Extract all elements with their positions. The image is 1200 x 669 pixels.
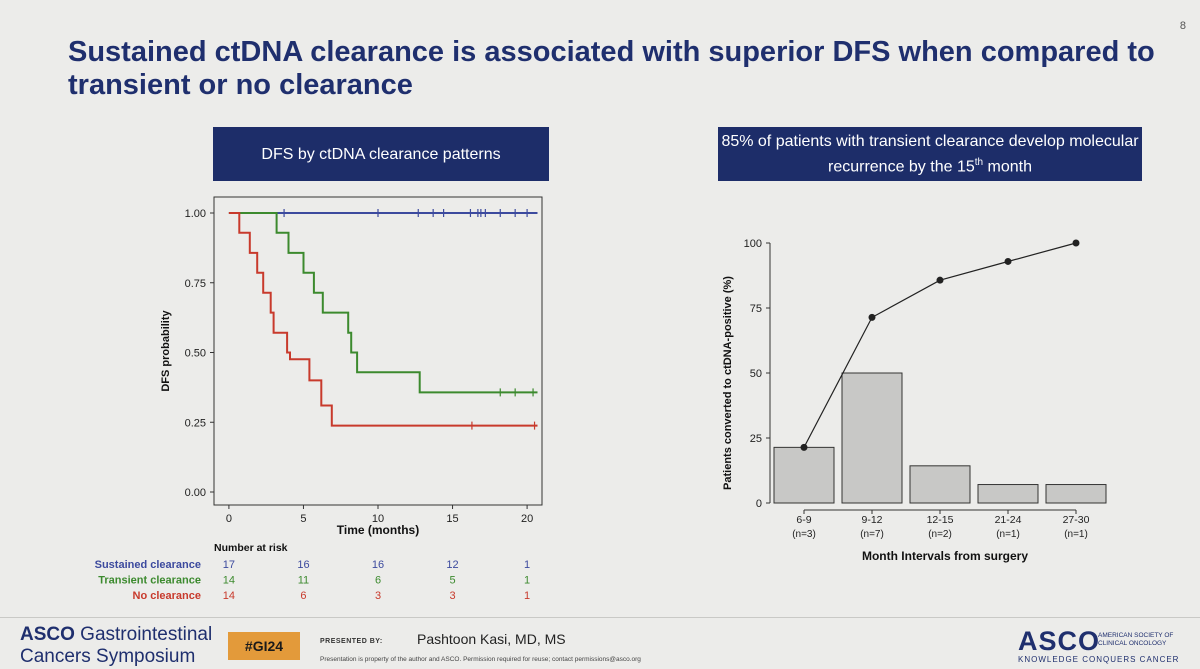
bar-x-tick-n-label: (n=3): [792, 529, 816, 540]
cumulative-point: [868, 313, 876, 321]
km-x-tick-label: 0: [226, 513, 232, 525]
presented-by-label: PRESENTED BY:: [320, 638, 383, 645]
asco-tagline: KNOWLEDGE CONQUERS CANCER: [1018, 655, 1180, 664]
km-y-tick-label: 1.00: [185, 208, 206, 220]
km-curve-transient-clearance: [228, 212, 538, 394]
risk-table-title: Number at risk: [214, 542, 288, 554]
risk-value-no-clearance: 6: [300, 590, 306, 602]
km-panel-header-text: DFS by ctDNA clearance patterns: [261, 145, 501, 163]
bar-9-12: [841, 372, 903, 504]
risk-value-no-clearance: 3: [375, 590, 381, 602]
bar-x-tick-label: 9-12: [861, 514, 882, 526]
cumulative-point: [1072, 239, 1080, 247]
bar-x-tick-n-label: (n=2): [928, 529, 952, 540]
slide-title: Sustained ctDNA clearance is associated …: [68, 36, 1155, 101]
bar-x-tick-label: 12-15: [927, 514, 954, 526]
bar-y-tick-label: 0: [756, 498, 762, 510]
risk-row-label-transient-clearance: Transient clearance: [98, 575, 201, 587]
km-x-tick-label: 10: [372, 513, 384, 525]
bar-x-tick-label: 21-24: [995, 514, 1022, 526]
bar-27-30: [1045, 484, 1107, 504]
risk-value-transient-clearance: 11: [298, 575, 309, 587]
bar-panel-header-text: 85% of patients with transient clearance…: [721, 132, 1139, 176]
bar-panel-header: 85% of patients with transient clearance…: [718, 127, 1142, 181]
risk-value-sustained-clearance: 16: [372, 559, 384, 571]
km-y-tick-label: 0.50: [185, 348, 206, 360]
bar-y-tick-label: 50: [750, 368, 762, 380]
bar-x-axis-label: Month Intervals from surgery: [862, 549, 1028, 563]
cumulative-point: [800, 443, 808, 451]
km-y-tick-label: 0.75: [185, 278, 206, 290]
bar-y-axis-label: Patients converted to ctDNA-positive (%): [722, 276, 734, 490]
slide-number: 8: [1179, 20, 1186, 32]
risk-value-transient-clearance: 1: [524, 575, 530, 587]
risk-value-no-clearance: 1: [524, 590, 530, 602]
risk-value-transient-clearance: 14: [223, 575, 235, 587]
hashtag-badge: #GI24: [228, 632, 300, 660]
risk-value-sustained-clearance: 16: [297, 559, 309, 571]
km-x-axis-label: Time (months): [337, 523, 419, 537]
risk-value-sustained-clearance: 17: [223, 559, 235, 571]
risk-value-no-clearance: 3: [449, 590, 455, 602]
km-x-tick-label: 15: [446, 513, 458, 525]
bar-x-tick-n-label: (n=1): [996, 529, 1020, 540]
risk-row-label-no-clearance: No clearance: [133, 590, 201, 602]
presenter-name: Pashtoon Kasi, MD, MS: [417, 631, 566, 647]
cumulative-point: [1004, 257, 1012, 265]
bar-y-tick-label: 100: [744, 238, 762, 250]
bar-x-tick-n-label: (n=1): [1064, 529, 1088, 540]
bar-y-tick-label: 25: [750, 433, 762, 445]
bar-x-tick-n-label: (n=7): [860, 529, 884, 540]
asco-society-name: AMERICAN SOCIETY OF CLINICAL ONCOLOGY: [1098, 632, 1174, 647]
risk-row-label-sustained-clearance: Sustained clearance: [95, 559, 201, 571]
km-panel-header: DFS by ctDNA clearance patterns: [213, 127, 549, 181]
disclaimer-text: Presentation is property of the author a…: [320, 656, 641, 663]
bar-21-24: [977, 484, 1039, 504]
cumulative-point: [936, 276, 944, 284]
risk-value-no-clearance: 14: [223, 590, 235, 602]
bar-12-15: [909, 465, 971, 504]
km-y-axis-label: DFS probability: [160, 309, 172, 391]
bar-6-9: [773, 446, 835, 504]
asco-logo: ASCO: [1018, 626, 1101, 656]
km-plot-frame: [213, 196, 543, 506]
bar-x-tick-label: 6-9: [796, 514, 811, 526]
km-x-tick-label: 5: [300, 513, 306, 525]
km-y-tick-label: 0.00: [185, 487, 206, 499]
km-x-tick-label: 20: [521, 513, 533, 525]
risk-value-sustained-clearance: 1: [524, 559, 530, 571]
symposium-logo: ASCO Gastrointestinal Cancers Symposium: [20, 624, 213, 667]
km-y-tick-label: 0.25: [185, 417, 206, 429]
footer-divider: [0, 617, 1200, 618]
risk-value-transient-clearance: 5: [449, 575, 455, 587]
km-curve-no-clearance: [228, 212, 538, 427]
bar-x-tick-label: 27-30: [1063, 514, 1090, 526]
bar-y-tick-label: 75: [750, 303, 762, 315]
risk-value-sustained-clearance: 12: [446, 559, 458, 571]
risk-value-transient-clearance: 6: [375, 575, 381, 587]
